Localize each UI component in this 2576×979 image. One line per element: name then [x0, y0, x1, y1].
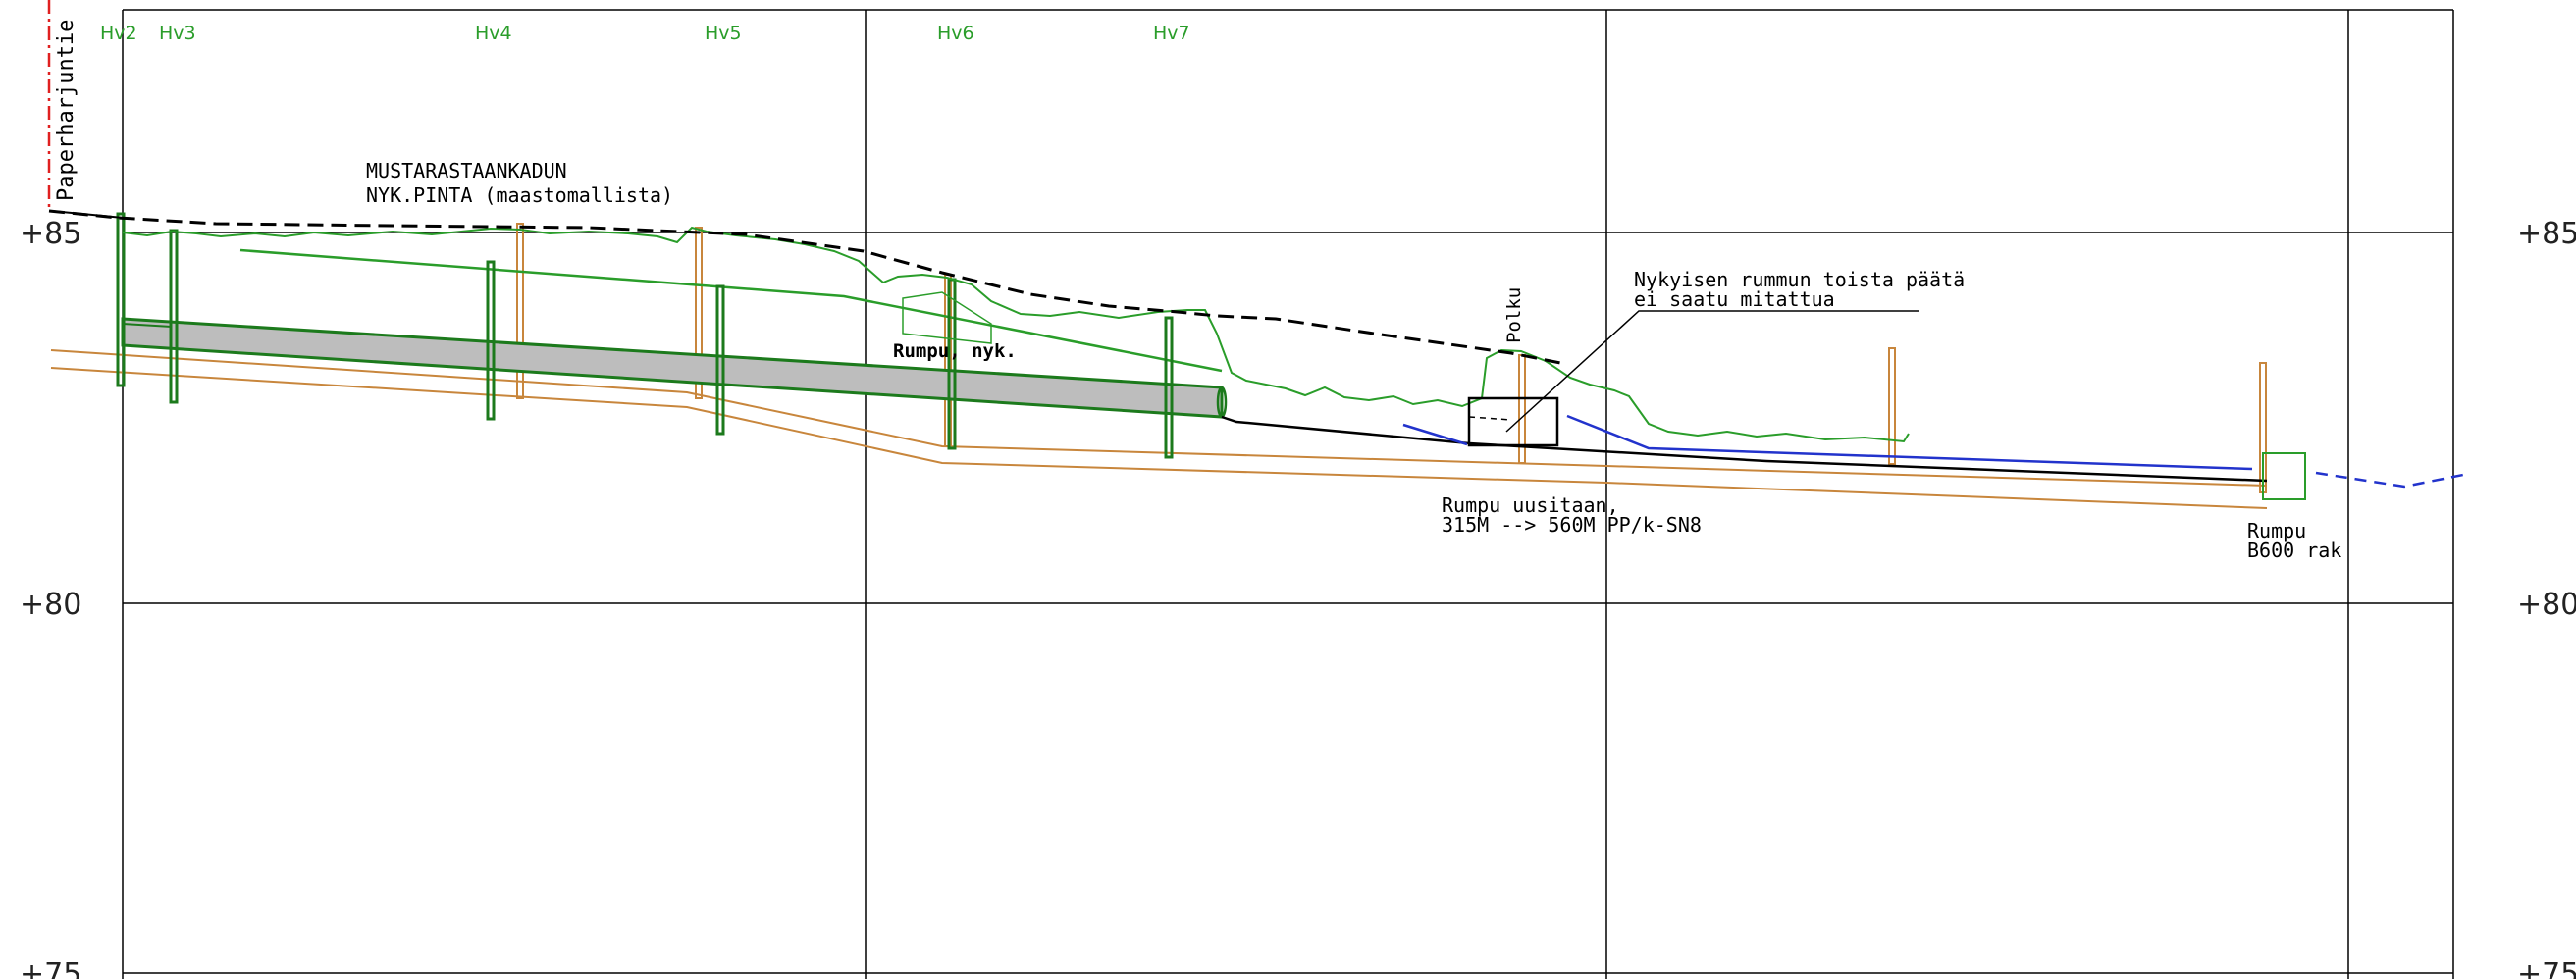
outlet-note-line2: B600 rak: [2247, 539, 2341, 562]
surface-label-line2: NYK.PINTA (maastomallista): [366, 183, 673, 207]
trench-lines: [50, 349, 2268, 509]
note-leader-line: [1505, 310, 1919, 433]
manhole-posts: [116, 212, 1174, 459]
road-edge: [50, 210, 124, 219]
road-name-label: Paperharjuntie: [54, 20, 79, 201]
outlet-note-line1: Rumpu: [2247, 519, 2306, 542]
terrain-line: [122, 226, 1910, 443]
existing-culvert-label: Rumpu, nyk.: [893, 340, 1017, 362]
existing-surface-line: [48, 209, 1561, 365]
surface-label-line1: MUSTARASTAANKADUN: [366, 159, 567, 182]
culvert-note-line1: Nykyisen rummun toista päätä: [1634, 268, 1965, 291]
elevation-label-80-left: +80: [20, 588, 81, 622]
well-label-hv4: Hv4: [475, 23, 512, 44]
elevation-label-80-right: +80: [2517, 588, 2576, 622]
green-line-upper: [239, 248, 1223, 373]
elevation-label-85-left: +85: [20, 217, 81, 251]
culvert-box-dash: [1468, 416, 1512, 421]
well-label-hv6: Hv6: [937, 23, 974, 44]
renewal-note-line2: 315M --> 560M PP/k-SN8: [1442, 513, 1702, 537]
well-label-hv7: Hv7: [1153, 23, 1190, 44]
outlet-box: [2262, 452, 2306, 500]
elevation-label-85-right: +85: [2517, 217, 2576, 251]
culvert-bottom-line: [1221, 415, 2268, 483]
pipe-band-top-edge: [122, 323, 173, 328]
blue-dashed-line: [2315, 471, 2464, 489]
path-label: Polku: [1503, 287, 1525, 343]
existing-culvert-shape: [902, 291, 992, 344]
culvert-note-line2: ei saatu mitattua: [1634, 287, 1835, 311]
well-label-hv5: Hv5: [705, 23, 742, 44]
new-culvert-box: [1467, 396, 1559, 447]
orange-posts: [516, 223, 2267, 493]
elevation-label-75-left: +75: [20, 957, 81, 979]
elevation-label-75-right: +75: [2517, 957, 2576, 979]
well-label-hv2: Hv2: [100, 23, 137, 44]
well-label-hv3: Hv3: [159, 23, 196, 44]
renewal-note-line1: Rumpu uusitaan,: [1442, 493, 1619, 517]
blue-lines: [1402, 414, 2253, 471]
grid: [122, 9, 2454, 979]
pipe-band: [121, 317, 1224, 419]
